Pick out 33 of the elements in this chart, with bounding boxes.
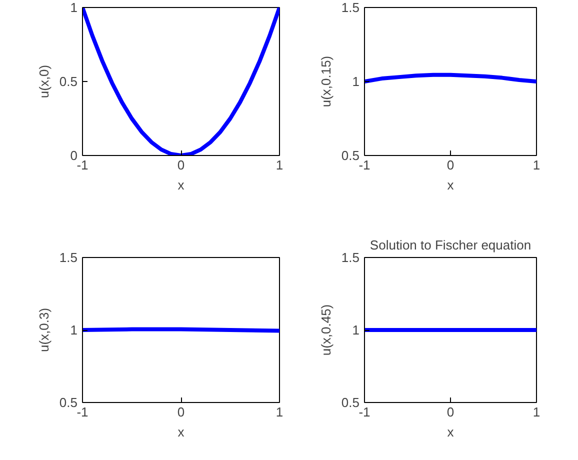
x-tick-label: 1: [276, 158, 284, 172]
x-tick-label: 1: [276, 404, 284, 420]
x-tick-label: 0: [446, 158, 454, 172]
chart-title: Solution to Fischer equation: [370, 238, 532, 252]
y-tick-label: 1: [70, 322, 78, 338]
y-axis-title: u(x,0.45): [318, 304, 334, 356]
x-axis-title: x: [178, 178, 185, 192]
x-tick-label: -1: [358, 158, 370, 172]
y-tick-label: 1: [352, 74, 360, 89]
x-axis-title: x: [178, 424, 185, 440]
y-axis-title: u(x,0.15): [318, 56, 334, 108]
y-tick-label: 1.5: [59, 250, 78, 265]
y-tick-label: 0.5: [59, 395, 78, 410]
x-tick-label: 1: [532, 404, 540, 420]
x-tick-label: -1: [76, 158, 88, 172]
x-tick-label: -1: [358, 404, 370, 420]
x-tick-label: 1: [532, 158, 540, 172]
y-tick-label: 1.5: [341, 250, 360, 265]
x-tick-label: 0: [177, 158, 185, 172]
y-tick-label: 1: [352, 322, 360, 338]
x-axis-title: x: [447, 178, 454, 192]
y-axis-title: u(x,0.3): [36, 308, 52, 352]
y-tick-label: 0.5: [341, 395, 360, 410]
x-axis-title: x: [447, 424, 454, 440]
y-tick-label: 0: [70, 148, 78, 163]
y-axis-title: u(x,0): [36, 64, 52, 98]
y-tick-label: 0.5: [59, 74, 78, 89]
y-tick-label: 1.5: [341, 0, 360, 15]
y-tick-label: 1: [70, 0, 78, 15]
x-tick-label: -1: [76, 404, 88, 420]
x-tick-label: 0: [177, 404, 185, 420]
y-tick-label: 0.5: [341, 148, 360, 163]
x-tick-label: 0: [446, 404, 454, 420]
